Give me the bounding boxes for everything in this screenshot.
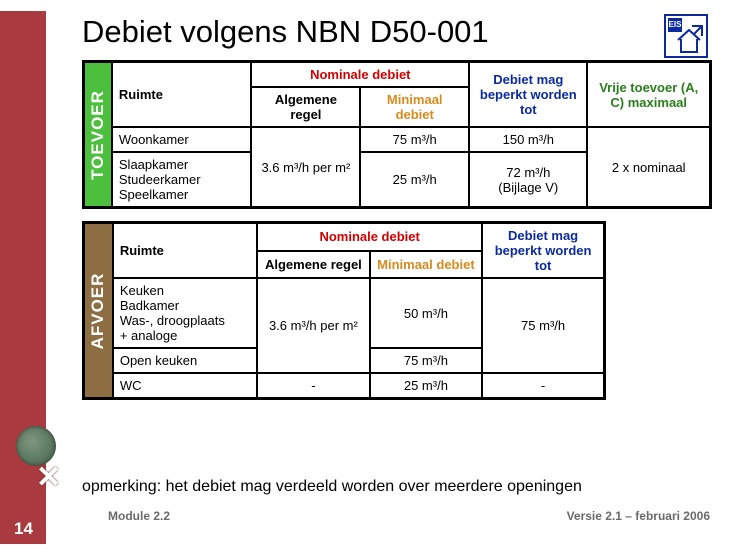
footer-module: Module 2.2	[108, 509, 170, 523]
header-vrije-toevoer: Vrije toevoer (A, C) maximaal	[587, 62, 710, 128]
page-title: Debiet volgens NBN D50-001	[82, 14, 489, 50]
house-arrow-icon	[674, 22, 704, 56]
header-algemene-regel: Algemene regel	[257, 251, 370, 278]
cell-ruimte: Slaapkamer Studeerkamer Speelkamer	[112, 152, 252, 208]
tables-container: TOEVOER Ruimte Nominale debiet Debiet ma…	[82, 60, 712, 400]
cell-min: 50 m³/h	[370, 278, 483, 348]
eis-badge: EIS	[664, 14, 708, 58]
table-row: Keuken Badkamer Was-, droogplaats + anal…	[84, 278, 605, 348]
cell-beperkt: -	[482, 373, 604, 399]
cell-alg: -	[257, 373, 370, 399]
header-nominale: Nominale debiet	[251, 62, 469, 88]
slide: 14 ✕ Debiet volgens NBN D50-001 EIS TOEV…	[0, 0, 734, 545]
header-beperkt: Debiet mag beperkt worden tot	[469, 62, 587, 128]
cell-min: 75 m³/h	[360, 127, 469, 152]
exhaust-table: AFVOER Ruimte Nominale debiet Debiet mag…	[82, 221, 606, 400]
cell-ruimte: Keuken Badkamer Was-, droogplaats + anal…	[113, 278, 257, 348]
header-minimaal-debiet: Minimaal debiet	[360, 87, 469, 127]
header-minimaal-debiet: Minimaal debiet	[370, 251, 483, 278]
cell-min: 25 m³/h	[370, 373, 483, 399]
cell-ruimte: Open keuken	[113, 348, 257, 373]
header-beperkt: Debiet mag beperkt worden tot	[482, 223, 604, 279]
cell-beperkt: 75 m³/h	[482, 278, 604, 373]
header-ruimte: Ruimte	[112, 62, 252, 128]
table-row: WC - 25 m³/h -	[84, 373, 605, 399]
footer-version: Versie 2.1 – februari 2006	[567, 509, 710, 523]
exhaust-vertical-label: AFVOER	[88, 272, 108, 349]
cell-algemene-regel: 3.6 m³/h per m²	[251, 127, 360, 208]
cell-beperkt: 72 m³/h (Bijlage V)	[469, 152, 587, 208]
supply-table: TOEVOER Ruimte Nominale debiet Debiet ma…	[82, 60, 712, 209]
cell-ruimte: WC	[113, 373, 257, 399]
exhaust-vertical-label-cell: AFVOER	[84, 223, 113, 399]
cell-ruimte: Woonkamer	[112, 127, 252, 152]
header-algemene-regel: Algemene regel	[251, 87, 360, 127]
decorative-cross-icon: ✕	[36, 460, 74, 500]
cell-min: 75 m³/h	[370, 348, 483, 373]
header-nominale: Nominale debiet	[257, 223, 482, 251]
cell-vrije-toevoer: 2 x nominaal	[587, 127, 710, 208]
cell-algemene-regel: 3.6 m³/h per m²	[257, 278, 370, 373]
header-ruimte: Ruimte	[113, 223, 257, 279]
cell-min: 25 m³/h	[360, 152, 469, 208]
footnote: opmerking: het debiet mag verdeeld worde…	[82, 478, 712, 496]
supply-vertical-label-cell: TOEVOER	[84, 62, 112, 208]
cell-beperkt: 150 m³/h	[469, 127, 587, 152]
page-number: 14	[14, 519, 33, 539]
supply-vertical-label: TOEVOER	[88, 90, 108, 180]
table-row: Woonkamer 3.6 m³/h per m² 75 m³/h 150 m³…	[84, 127, 711, 152]
